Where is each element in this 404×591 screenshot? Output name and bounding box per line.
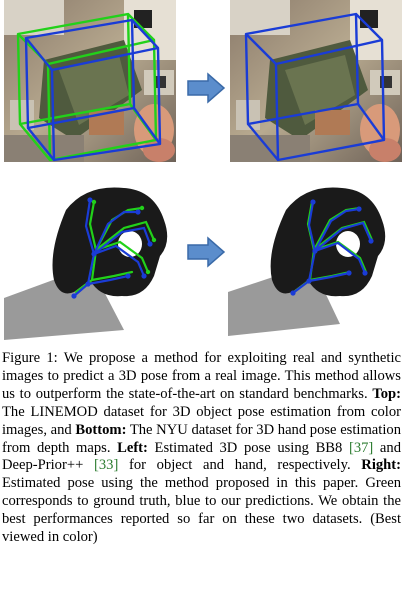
figure-label: Figure 1: xyxy=(2,350,58,366)
top-right-object-image xyxy=(230,0,402,162)
citation-deep-prior-link[interactable]: [33] xyxy=(93,457,119,474)
bottom-left-hand-image xyxy=(4,180,182,340)
caption-sentence-3: The NYU dataset for 3D hand pose estimat… xyxy=(2,421,401,456)
left-label: Left: xyxy=(117,439,148,456)
caption-sentence-1: We propose a method for exploiting real … xyxy=(2,350,401,402)
bottom-right-hand-image xyxy=(228,180,402,340)
caption-sentence-4c: for object and hand, respectively. xyxy=(128,457,351,474)
top-arrow-icon xyxy=(187,72,226,104)
bottom-label: Bottom: xyxy=(75,421,127,438)
citation-bb8-link[interactable]: [37] xyxy=(348,439,374,456)
caption-sentence-2: The LINEMOD dataset for 3D object pose e… xyxy=(2,403,401,438)
caption-sentence-4b: and Deep-Prior++ xyxy=(2,439,401,474)
caption-sentence-4a: Estimated 3D pose using BB8 xyxy=(154,439,343,456)
top-label: Top: xyxy=(372,385,401,402)
figure-caption: Figure 1: We propose a method for exploi… xyxy=(2,350,401,547)
right-label: Right: xyxy=(361,457,402,474)
caption-sentence-5: Estimated pose using the method proposed… xyxy=(2,475,401,546)
top-left-object-image xyxy=(4,0,176,162)
bottom-arrow-icon xyxy=(187,236,226,268)
